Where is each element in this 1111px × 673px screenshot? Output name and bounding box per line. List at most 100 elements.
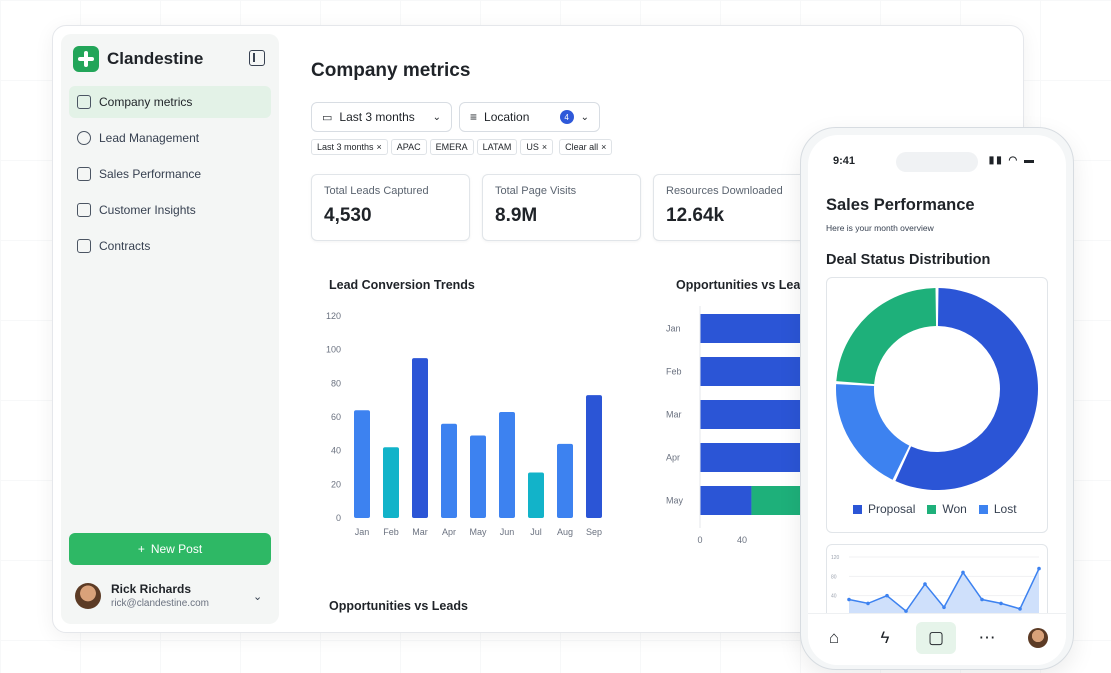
bar-leads-jan (700, 314, 805, 343)
filter-chip[interactable]: LATAM (476, 139, 518, 155)
bar-jan (354, 410, 370, 518)
chip-label: Clear all (565, 142, 599, 152)
profile-avatar[interactable] (1018, 622, 1058, 654)
main-content: Company metrics ▭ Last 3 months ⌄ ≡ Loca… (311, 26, 1023, 632)
close-icon[interactable]: × (541, 142, 548, 152)
legend-label: Won (942, 502, 967, 516)
clear-all-button[interactable]: Clear all × (559, 139, 613, 155)
filter-chip[interactable]: APAC (390, 139, 427, 155)
sidebar-item-sales-performance[interactable]: Sales Performance (69, 158, 271, 190)
bar-leads-feb (700, 357, 805, 386)
date-range-value: Last 3 months (339, 110, 415, 124)
sidebar-item-customer-insights[interactable]: Customer Insights (69, 194, 271, 226)
data-point (980, 597, 984, 602)
date-range-select[interactable]: ▭ Last 3 months ⌄ (311, 102, 452, 132)
legend-item-proposal: Proposal (853, 502, 915, 516)
opportunities-svg: Jan Feb Mar Apr May 0 40 (666, 306, 805, 545)
lead-conversion-svg: 0 20 40 60 80 100 120 Jan Feb Mar Apr May Jun Jul Aug S… (326, 311, 602, 537)
signal-wifi-battery-icon: ▮▮ ◠ ▬ (988, 155, 1036, 166)
filter-icon: ≡ (470, 110, 478, 124)
legend-label: Lost (993, 502, 1017, 516)
section-title-opportunities: Opportunities vs Leads (329, 599, 468, 613)
phone-screen: 9:41 ▮▮ ◠ ▬ Sales Performance Here is yo… (808, 135, 1066, 665)
bar-opportunities-may (751, 486, 805, 515)
x-tick-label: Jul (530, 527, 542, 537)
sidebar-item-company-metrics[interactable]: Company metrics (69, 86, 271, 118)
user-email: rick@clandestine.com (111, 598, 209, 609)
more-icon[interactable]: ⋯ (978, 628, 996, 647)
bar-sep (586, 395, 602, 518)
sidebar-item-lead-management[interactable]: Lead Management (69, 122, 271, 154)
chip-label: Last 3 months (317, 142, 374, 152)
stat-value: 8.9M (495, 205, 538, 226)
chevron-down-icon: ⌄ (432, 111, 441, 123)
chip-label: EMERA (435, 142, 468, 152)
phone-title: Sales Performance (826, 196, 975, 214)
avatar (75, 582, 101, 609)
data-point (999, 601, 1003, 606)
filter-chip[interactable]: EMERA (429, 139, 474, 155)
x-tick-label: Feb (383, 527, 399, 537)
legend-label: Proposal (868, 502, 916, 516)
data-point (866, 601, 870, 606)
data-point (904, 609, 908, 613)
bar-leads-mar (700, 400, 805, 429)
y-tick-label: 20 (331, 479, 341, 489)
sidebar-item-label: Customer Insights (99, 203, 196, 217)
x-tick-label: Aug (557, 527, 573, 537)
brand: Clandestine (73, 46, 203, 72)
dynamic-island (896, 152, 978, 172)
phone-mockup: 9:41 ▮▮ ◠ ▬ Sales Performance Here is yo… (800, 127, 1074, 670)
lightning-icon[interactable]: ϟ (880, 628, 890, 647)
y-tick-label: Apr (666, 453, 680, 463)
chart-title-opportunities: Opportunities vs Leads (676, 278, 815, 292)
stat-value: 4,530 (324, 205, 372, 226)
collapse-sidebar-icon[interactable] (249, 50, 265, 66)
plus-icon: + (137, 542, 145, 556)
stat-card-leads: Total Leads Captured 4,530 (311, 174, 470, 241)
calendar-icon: ▭ (322, 111, 333, 124)
close-icon[interactable]: × (376, 142, 382, 152)
stat-label: Resources Downloaded (666, 185, 783, 197)
donut-svg (836, 288, 1038, 490)
home-icon[interactable]: ⌂ (828, 628, 840, 647)
filter-chip[interactable]: Last 3 months × (311, 139, 388, 155)
y-tick-label: 120 (326, 311, 341, 321)
bar-mar (412, 358, 428, 518)
sidebar-item-label: Contracts (99, 239, 151, 253)
data-point (1037, 566, 1041, 571)
brand-name: Clandestine (107, 49, 204, 68)
y-tick-label: 80 (831, 574, 837, 580)
sidebar-item-label: Sales Performance (99, 167, 202, 181)
x-tick-label: Jun (500, 527, 515, 537)
y-tick-label: 0 (336, 513, 341, 523)
y-tick-label: May (666, 496, 684, 506)
sidebar-item-contracts[interactable]: Contracts (69, 230, 271, 262)
location-filter[interactable]: ≡ Location 4 ⌄ (459, 102, 600, 132)
area-chart-card: 12080400 (826, 544, 1048, 624)
stat-label: Total Page Visits (495, 185, 577, 197)
slice-won (836, 288, 937, 385)
location-filter-label: Location (484, 110, 530, 124)
bar-chart-icon (77, 95, 91, 109)
page-title: Company metrics (311, 60, 471, 81)
chevron-down-icon[interactable]: ⌄ (253, 591, 263, 603)
chat-icon[interactable]: ▢ (916, 622, 956, 654)
y-tick-label: 80 (331, 378, 341, 388)
new-post-button[interactable]: + New Post (69, 533, 271, 565)
stat-label: Total Leads Captured (324, 185, 429, 197)
donut-section-title: Deal Status Distribution (826, 252, 991, 268)
close-icon: × (601, 142, 607, 152)
filter-chip[interactable]: US × (520, 139, 554, 155)
x-tick-label: 40 (737, 535, 747, 545)
y-tick-label: 40 (331, 446, 341, 456)
user-profile[interactable]: Rick Richards rick@clandestine.com (75, 582, 209, 609)
y-tick-label: Feb (666, 367, 682, 377)
slice-proposal (895, 288, 1038, 490)
y-tick-label: 40 (831, 594, 837, 600)
x-tick-label: 0 (697, 535, 702, 545)
data-point (961, 570, 965, 575)
x-tick-label: Apr (442, 527, 456, 537)
stat-value: 12.64k (666, 205, 725, 226)
data-point (847, 597, 851, 602)
